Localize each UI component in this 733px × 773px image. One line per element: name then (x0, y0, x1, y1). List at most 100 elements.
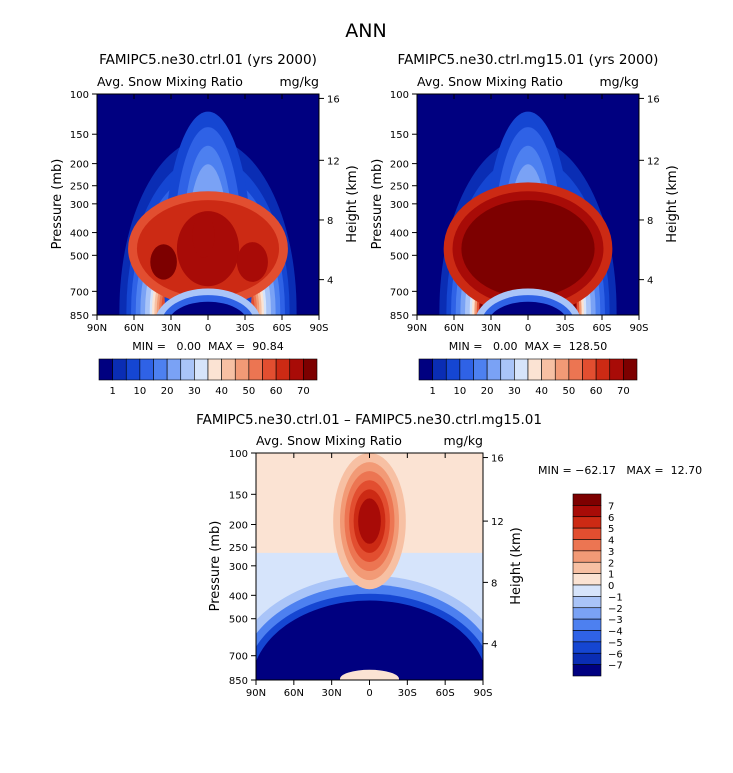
y-right-tick-label: 12 (491, 517, 504, 528)
colorbar: 1 10 20 30 40 50 60 70 (418, 358, 638, 397)
colorbar-label: 30 (508, 386, 521, 397)
colorbar-swatch (572, 607, 602, 620)
colorbar-swatch (125, 358, 141, 381)
contour-layer (256, 600, 483, 680)
colorbar-label: 70 (617, 386, 630, 397)
y-right-tick-label: 8 (647, 216, 653, 227)
y-right-tick-label: 4 (327, 276, 333, 287)
colorbar-swatch (582, 358, 597, 381)
colorbar-swatch (609, 358, 624, 381)
colorbar-label: 40 (535, 386, 548, 397)
colorbar-swatch (527, 358, 542, 381)
x-tick-label: 90S (473, 688, 492, 699)
colorbar-label: −6 (608, 649, 623, 660)
colorbar-label: 10 (134, 386, 147, 397)
colorbar-label: −5 (608, 638, 623, 649)
panel-subtitle-right: mg/kg (444, 433, 484, 448)
colorbar-swatch (112, 358, 127, 381)
colorbar-swatch (221, 358, 236, 381)
colorbar: 1 10 20 30 40 50 60 70 (98, 358, 318, 397)
x-tick-label: 30S (235, 323, 254, 334)
y-tick-label: 200 (229, 521, 248, 532)
colorbar-swatch (153, 358, 168, 381)
y-right-tick-label: 12 (327, 156, 340, 167)
y-tick-label: 400 (229, 591, 248, 602)
contour-field (417, 94, 639, 315)
y-tick-label: 150 (70, 130, 89, 141)
y-tick-label: 250 (70, 182, 89, 193)
panel-mg15: FAMIPC5.ne30.ctrl.mg15.01 (yrs 2000) Avg… (370, 52, 680, 397)
y-tick-label: 850 (70, 311, 89, 322)
colorbar-label: 40 (215, 386, 228, 397)
colorbar-swatch (194, 358, 209, 381)
colorbar-swatch (572, 561, 602, 574)
colorbar-swatch (473, 358, 488, 381)
x-tick-label: 60S (592, 323, 611, 334)
y-tick-label: 500 (390, 251, 409, 262)
panel-ctrl: FAMIPC5.ne30.ctrl.01 (yrs 2000) Avg. Sno… (50, 52, 360, 397)
colorbar-swatch (572, 550, 602, 563)
colorbar-swatch (514, 358, 529, 381)
contour-layer (339, 669, 400, 680)
panel-title: FAMIPC5.ne30.ctrl.mg15.01 (yrs 2000) (398, 52, 659, 68)
colorbar-swatch (572, 596, 602, 609)
y-right-tick-label: 16 (327, 94, 340, 105)
colorbar-swatch (572, 539, 602, 552)
y-tick-label: 500 (70, 251, 89, 262)
x-tick-label: 60N (284, 688, 304, 699)
x-tick-label: 60S (436, 688, 455, 699)
colorbar-swatch (289, 358, 304, 381)
y-tick-label: 500 (229, 615, 248, 626)
colorbar-swatch (139, 358, 154, 381)
colorbar-label: 6 (608, 513, 614, 524)
colorbar-label: 60 (270, 386, 283, 397)
panel-subtitle-left: Avg. Snow Mixing Ratio (97, 74, 243, 89)
y-right-tick-label: 4 (491, 640, 497, 651)
y-axis-label: Pressure (mb) (50, 159, 65, 250)
y-tick-label: 850 (229, 676, 248, 687)
colorbar-label: 20 (481, 386, 494, 397)
y-tick-label: 300 (70, 200, 89, 211)
colorbar-label: −7 (608, 661, 623, 672)
y-right-tick-label: 16 (491, 454, 504, 465)
y-tick-label: 250 (229, 543, 248, 554)
x-tick-label: 0 (366, 688, 372, 699)
colorbar-label: 50 (563, 386, 576, 397)
x-tick-label: 30N (161, 323, 181, 334)
colorbar-swatch (572, 664, 602, 677)
panel-subtitle-right: mg/kg (600, 74, 640, 89)
colorbar-swatch (623, 358, 638, 381)
colorbar-label: 4 (608, 536, 614, 547)
colorbar-label: −1 (608, 592, 623, 603)
contour-layer (461, 200, 595, 298)
colorbar-swatch (572, 527, 602, 540)
colorbar-swatch (166, 358, 182, 381)
colorbar-label: −2 (608, 604, 623, 615)
y-tick-label: 200 (70, 160, 89, 171)
colorbar-swatch (554, 358, 570, 381)
panel-subtitle-right: mg/kg (280, 74, 320, 89)
y-tick-label: 700 (229, 652, 248, 663)
y-tick-label: 100 (229, 449, 248, 460)
x-tick-label: 90N (246, 688, 266, 699)
colorbar-swatch (180, 358, 195, 381)
contour-layer (171, 301, 245, 315)
x-tick-label: 0 (525, 323, 531, 334)
colorbar-swatch (486, 358, 502, 381)
x-tick-label: 60S (272, 323, 291, 334)
contour-layer (192, 213, 215, 258)
colorbar-swatch (572, 618, 602, 631)
colorbar-label: 70 (297, 386, 310, 397)
x-tick-label: 90S (309, 323, 328, 334)
colorbar-swatch (207, 358, 222, 381)
contour-layer (150, 244, 177, 280)
colorbar-label: 60 (590, 386, 603, 397)
page-title: ANN (345, 20, 386, 42)
x-tick-label: 90N (87, 323, 107, 334)
y-axis-label: Pressure (mb) (370, 159, 385, 250)
y-right-tick-label: 8 (327, 216, 333, 227)
x-tick-label: 30S (555, 323, 574, 334)
panel-subtitle-left: Avg. Snow Mixing Ratio (417, 74, 563, 89)
y-tick-label: 100 (70, 90, 89, 101)
